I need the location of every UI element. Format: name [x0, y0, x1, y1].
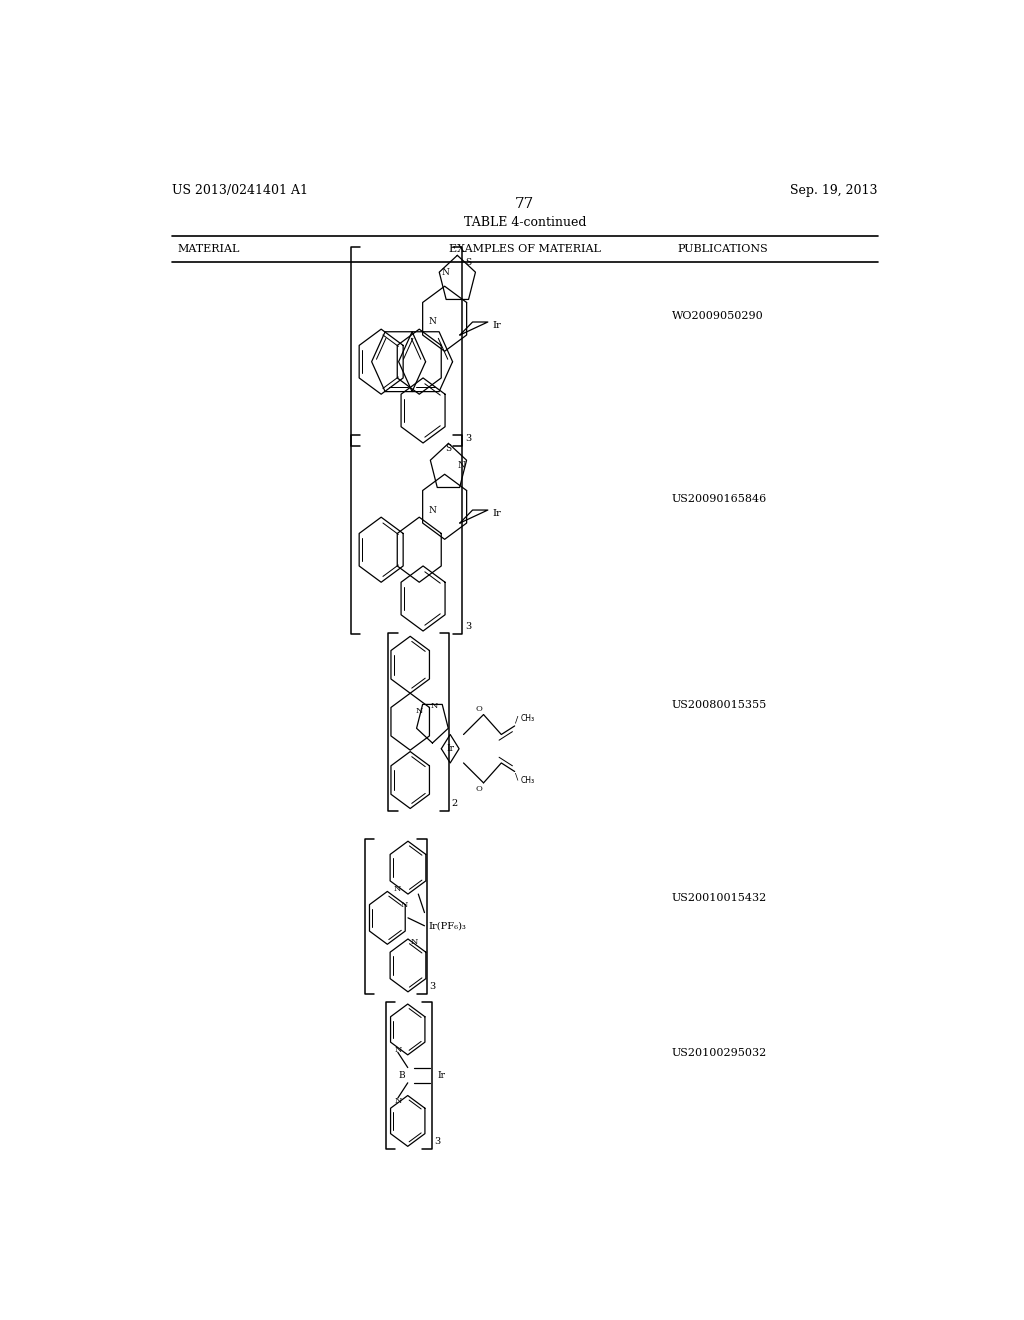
- Text: Ir: Ir: [493, 321, 502, 330]
- Text: 3: 3: [434, 1137, 440, 1146]
- Text: N: N: [394, 1045, 401, 1053]
- Text: Ir: Ir: [446, 744, 455, 754]
- Text: MATERIAL: MATERIAL: [177, 244, 240, 253]
- Text: O: O: [476, 784, 482, 792]
- Text: N: N: [394, 1097, 401, 1105]
- Text: S: S: [445, 444, 452, 453]
- Text: US20080015355: US20080015355: [672, 700, 767, 710]
- Text: PUBLICATIONS: PUBLICATIONS: [678, 244, 769, 253]
- Text: TABLE 4-continued: TABLE 4-continued: [464, 216, 586, 228]
- Text: N: N: [458, 461, 466, 470]
- Text: EXAMPLES OF MATERIAL: EXAMPLES OF MATERIAL: [449, 244, 601, 253]
- Text: 3: 3: [465, 622, 471, 631]
- Text: N: N: [428, 506, 436, 515]
- Text: N: N: [394, 884, 401, 892]
- Text: US20090165846: US20090165846: [672, 494, 767, 504]
- Text: WO2009050290: WO2009050290: [672, 312, 763, 321]
- Text: S: S: [465, 259, 471, 267]
- Text: Ir: Ir: [493, 508, 502, 517]
- Text: /: /: [515, 715, 518, 725]
- Text: US20100295032: US20100295032: [672, 1048, 767, 1057]
- Text: N: N: [411, 937, 418, 945]
- Text: 3: 3: [465, 434, 471, 444]
- Text: N: N: [442, 268, 450, 277]
- Text: Sep. 19, 2013: Sep. 19, 2013: [791, 185, 878, 198]
- Text: N: N: [430, 702, 438, 710]
- Text: US 2013/0241401 A1: US 2013/0241401 A1: [172, 185, 307, 198]
- Text: US20010015432: US20010015432: [672, 894, 767, 903]
- Text: O: O: [476, 705, 482, 713]
- Text: CH₃: CH₃: [520, 714, 535, 723]
- Text: \: \: [515, 772, 518, 781]
- Text: 3: 3: [429, 982, 435, 991]
- Text: 77: 77: [515, 197, 535, 211]
- Text: N: N: [428, 318, 436, 326]
- Text: Ir(PF₆)₃: Ir(PF₆)₃: [429, 921, 467, 931]
- Text: 2: 2: [452, 800, 458, 808]
- Text: B: B: [398, 1071, 406, 1080]
- Text: N: N: [400, 900, 408, 908]
- Text: N: N: [416, 708, 423, 715]
- Text: CH₃: CH₃: [520, 776, 535, 784]
- Text: Ir: Ir: [437, 1071, 445, 1080]
